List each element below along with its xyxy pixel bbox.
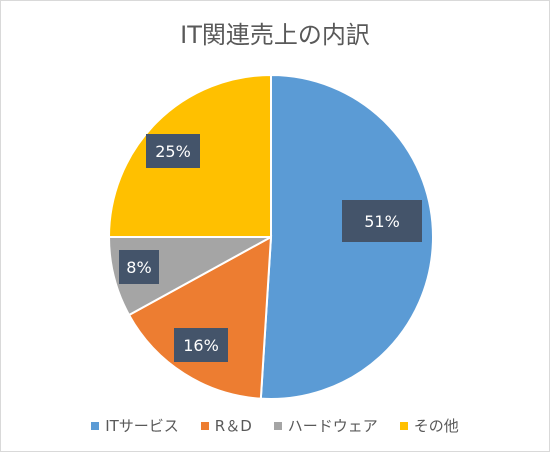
chart-title: IT関連売上の内訳 [180,21,370,49]
legend-label: ITサービス [105,417,179,435]
data-label-r-and-d: 16% [174,328,228,362]
data-label-text: 16% [183,336,219,355]
legend-label: R＆D [214,417,252,435]
data-label-text: 25% [155,142,191,161]
legend-swatch [91,421,100,430]
legend-item-hardware: ハードウェア [273,415,378,436]
pie-slice-r-and-d [127,235,273,400]
data-label-box [174,328,228,362]
data-label-text: 51% [364,212,400,231]
data-label-box [342,200,422,242]
data-label-box [119,250,159,284]
legend-item-it-service: ITサービス [91,415,179,436]
data-label-other: 25% [146,134,200,168]
legend-swatch [399,421,408,430]
legend-item-other: その他 [399,415,459,436]
legend-item-r-and-d: R＆D [200,415,252,436]
legend: ITサービス R＆D ハードウェア その他 [1,415,549,436]
legend-label: その他 [413,417,459,435]
data-label-box [146,134,200,168]
data-label-it-service: 51% [342,200,422,242]
legend-label: ハードウェア [287,417,378,435]
legend-swatch [200,421,209,430]
legend-swatch [273,421,282,430]
data-label-text: 8% [126,258,151,277]
data-label-hardware: 8% [119,250,159,284]
